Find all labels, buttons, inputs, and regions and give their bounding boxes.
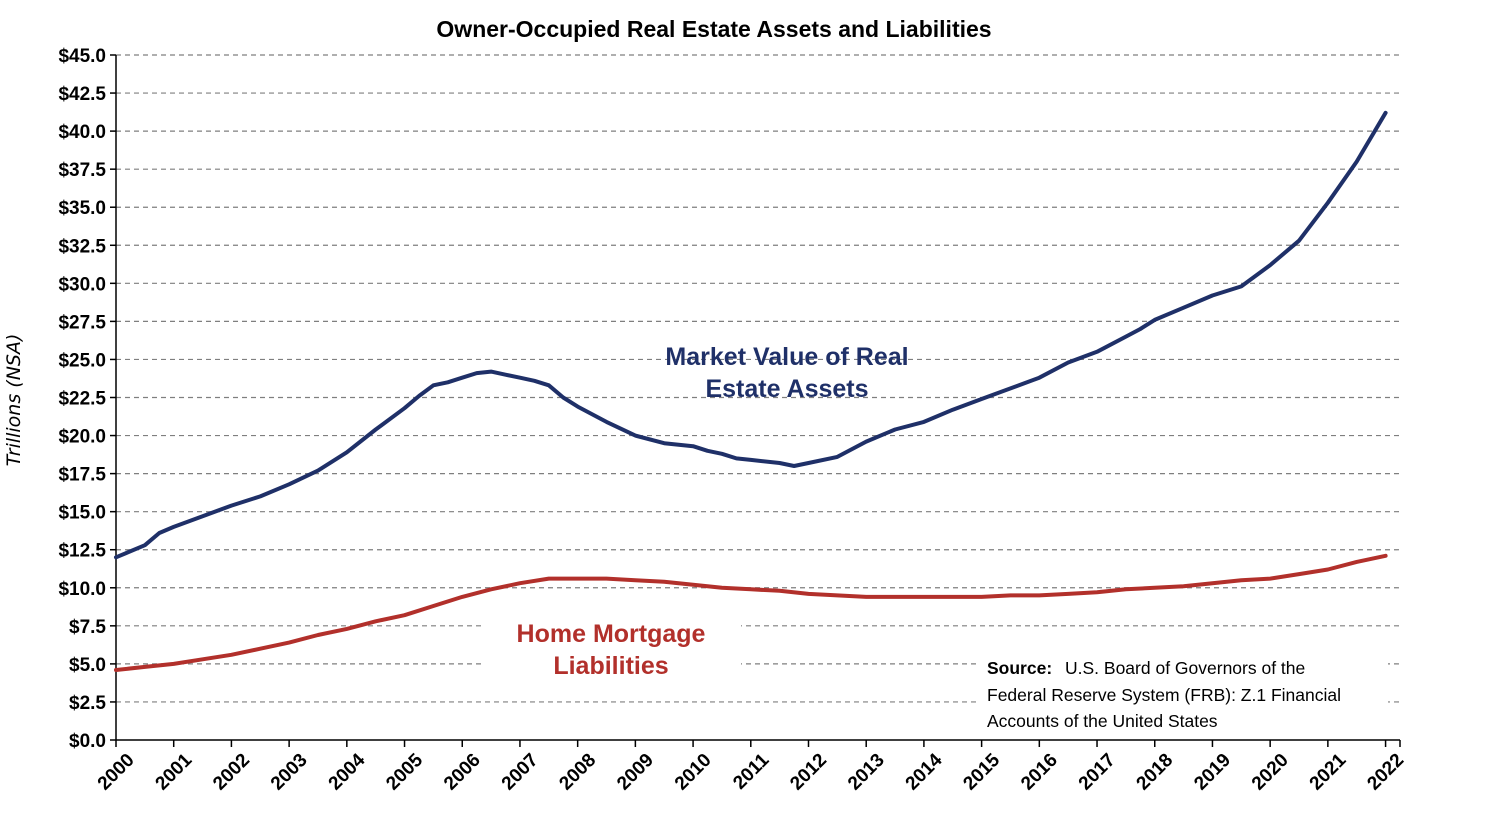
x-tick-label: 2017 bbox=[1075, 750, 1120, 795]
y-axis-ticks: $0.0 $2.5 $5.0 $7.5 $10.0 $12.5 $15.0 $17.5 $20.… bbox=[58, 46, 116, 752]
x-tick-label: 2004 bbox=[325, 749, 370, 794]
y-tick-label: $17.5 bbox=[58, 465, 106, 486]
x-tick-label: 2009 bbox=[613, 750, 658, 795]
y-tick-label: $30.0 bbox=[58, 274, 106, 295]
x-tick-label: 2012 bbox=[786, 750, 831, 795]
chart-title: Owner-Occupied Real Estate Assets and Li… bbox=[436, 16, 991, 42]
x-tick-label: 2021 bbox=[1306, 749, 1351, 794]
x-tick-label: 2016 bbox=[1017, 750, 1062, 795]
mortgage-annotation-background bbox=[483, 615, 741, 683]
x-tick-label: 2001 bbox=[152, 749, 197, 794]
y-tick-label: $20.0 bbox=[58, 427, 106, 448]
y-tick-label: $15.0 bbox=[58, 503, 106, 524]
source-label: Source: bbox=[987, 658, 1052, 678]
y-tick-label: $40.0 bbox=[58, 122, 106, 143]
y-tick-label: $12.5 bbox=[58, 541, 106, 562]
x-tick-label: 2006 bbox=[440, 750, 485, 795]
source-line-2: Federal Reserve System (FRB): Z.1 Financ… bbox=[987, 685, 1341, 705]
x-tick-label: 2010 bbox=[671, 750, 716, 795]
mortgage-annotation-line-2: Liabilities bbox=[553, 652, 668, 680]
y-tick-label: $2.5 bbox=[69, 693, 106, 714]
x-tick-label: 2022 bbox=[1363, 750, 1408, 795]
series-line bbox=[114, 110, 1388, 560]
x-tick-label: 2020 bbox=[1248, 750, 1293, 795]
mortgage-annotation-line-1: Home Mortgage bbox=[517, 620, 706, 648]
x-tick-label: 2018 bbox=[1133, 750, 1178, 795]
x-axis-ticks: 2000 2001 2002 2003 2004 2005 2006 2007 2008 2009… bbox=[94, 740, 1408, 794]
series-lines bbox=[114, 110, 1388, 672]
series-line bbox=[114, 553, 1388, 672]
y-tick-label: $22.5 bbox=[58, 389, 106, 410]
y-axis-label: Trillions (NSA) bbox=[3, 334, 25, 467]
source-note-background bbox=[978, 650, 1388, 735]
y-tick-label: $42.5 bbox=[58, 84, 106, 105]
source-line-3: Accounts of the United States bbox=[987, 711, 1218, 731]
x-tick-label: 2013 bbox=[844, 750, 889, 795]
y-tick-label: $45.0 bbox=[58, 46, 106, 67]
assets-annotation-line-1: Market Value of Real bbox=[665, 343, 908, 371]
y-tick-label: $0.0 bbox=[69, 731, 106, 752]
x-tick-label: 2008 bbox=[556, 750, 601, 795]
source-line-1: U.S. Board of Governors of the bbox=[1065, 658, 1305, 678]
y-tick-label: $32.5 bbox=[58, 236, 106, 257]
x-tick-label: 2007 bbox=[498, 750, 543, 795]
x-tick-label: 2000 bbox=[94, 750, 139, 795]
y-tick-label: $35.0 bbox=[58, 198, 106, 219]
y-tick-label: $5.0 bbox=[69, 655, 106, 676]
x-tick-label: 2014 bbox=[902, 749, 947, 794]
y-tick-label: $7.5 bbox=[69, 617, 106, 638]
x-tick-label: 2003 bbox=[267, 750, 312, 795]
x-tick-label: 2011 bbox=[729, 749, 773, 793]
x-tick-label: 2019 bbox=[1190, 750, 1235, 795]
x-tick-label: 2015 bbox=[959, 749, 1004, 794]
y-tick-label: $10.0 bbox=[58, 579, 106, 600]
y-tick-label: $25.0 bbox=[58, 350, 106, 371]
x-tick-label: 2002 bbox=[209, 750, 254, 795]
y-tick-label: $37.5 bbox=[58, 160, 106, 181]
assets-annotation-line-2: Estate Assets bbox=[705, 375, 868, 403]
y-tick-label: $27.5 bbox=[58, 312, 106, 333]
x-tick-label: 2005 bbox=[382, 749, 427, 794]
